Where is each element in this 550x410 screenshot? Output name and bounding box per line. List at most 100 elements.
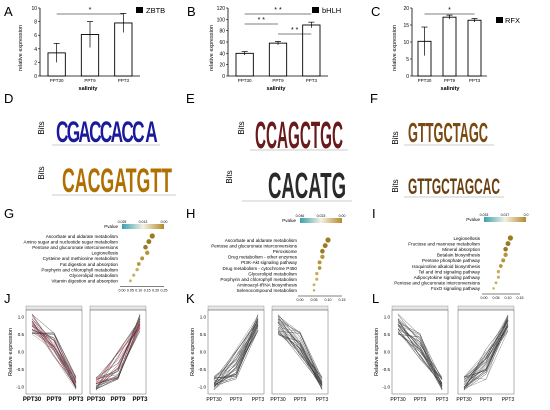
- motif-logo-f-top: GTTGCTAGC: [408, 117, 488, 148]
- y-tick-label-l: 0.5: [384, 332, 391, 337]
- y-tick-label-b: 80: [219, 29, 225, 35]
- y-tick-label-l: 0.0: [384, 350, 391, 355]
- legend-gradient-i: [484, 217, 526, 222]
- y-tick-label-b: 60: [219, 40, 225, 46]
- y-tick-label-j: 1.0: [18, 315, 25, 320]
- trend-line-k: [213, 322, 259, 390]
- panel-d: D Bits CGACCACC A Bits CACGATGTT: [4, 91, 176, 200]
- legend-swatch-b: [312, 7, 319, 13]
- x-tick-label-g: 0.05: [127, 288, 134, 292]
- enrichment-dot-h: [317, 266, 322, 270]
- trend-line-k: [277, 322, 323, 383]
- significance-mark-b: * *: [258, 17, 266, 24]
- trend-line-l: [397, 319, 443, 390]
- panel-letter-j: J: [4, 291, 11, 306]
- term-label-g: Cysteine and methionine metabolism: [43, 256, 118, 261]
- legend-title-g: Pvalue: [104, 224, 118, 229]
- legend-gradient-h: [300, 218, 342, 223]
- enrichment-dot-h: [320, 254, 325, 259]
- trend-line-l: [397, 332, 443, 389]
- ylabel-l: Relative expression: [374, 328, 380, 376]
- bar-c: [442, 16, 457, 77]
- term-label-i: Pentose phosphate pathway: [422, 258, 481, 263]
- trend-line-l: [397, 319, 443, 390]
- trend-line-k: [213, 314, 259, 385]
- x-tick-label-h: 0.05: [311, 298, 318, 302]
- trend-plot-j: J Relative expression 1.0 0.5 0.0 -0.5 -1.0 PP…: [4, 291, 148, 403]
- trend-line-k: [277, 318, 323, 385]
- x-tick-label-c: PPT30: [418, 78, 432, 83]
- term-label-h: Aminoacyl-tRNA biosynthesis: [237, 283, 298, 288]
- trend-line-k: [213, 316, 259, 389]
- bar-chart-b: 0 20 40 60 80 100 120 PPT30 PPT9 PPT3 * * * * * *: [217, 6, 328, 83]
- x-tick-label-j: PPT3: [132, 397, 148, 403]
- legend-tick-g: 0.00: [161, 220, 168, 224]
- y-tick-label-b: 20: [219, 63, 225, 69]
- term-label-g: Pentose and glucuronate interconversions: [32, 245, 119, 250]
- legend-label-c: RFX: [505, 16, 520, 25]
- ylabel-k: Relative expression: [190, 328, 196, 376]
- x-tick-label-b: PPT30: [238, 78, 252, 83]
- term-label-h: Drug metabolism - other enzymes: [228, 255, 298, 260]
- y-tick-label-l: -1.0: [382, 384, 390, 389]
- x-tick-label-a: PPT9: [84, 78, 96, 83]
- term-label-g: Porphyrin and chlorophyll metabolism: [41, 267, 118, 272]
- legend-tick-i: 0.017: [501, 213, 510, 217]
- x-tick-label-g: 0.15: [144, 288, 151, 292]
- facet-strip-l: [391, 305, 449, 311]
- enrichment-dot-i: [507, 235, 513, 241]
- xlabel-a: salinity: [79, 86, 99, 92]
- term-label-i: Legionellosis: [453, 236, 480, 241]
- x-tick-label-a: PPT3: [118, 78, 130, 83]
- y-tick-label-a: 10: [31, 6, 37, 12]
- trend-line-j: [95, 318, 141, 389]
- trend-line-j: [31, 332, 77, 377]
- y-tick-label-j: 0.0: [18, 350, 25, 355]
- y-tick-label-b: 40: [219, 51, 225, 57]
- trend-line-j: [31, 325, 77, 390]
- panel-e: E Bits CCAGCTGC Bits CACATG: [186, 91, 352, 206]
- panel-a: A ZBTB relative expression salinity 0 2 4 6…: [4, 4, 165, 92]
- panel-letter-h: H: [186, 206, 195, 221]
- trend-line-l: [463, 326, 509, 377]
- bar-chart-a: 0 2 4 6 8 10 PPT30 PPT9 PPT3 *: [31, 6, 140, 83]
- xlabel-c: salinity: [441, 86, 461, 92]
- term-label-h: Glycerolipid metabolism: [248, 271, 297, 276]
- enrichment-dot-i: [498, 264, 503, 268]
- legend-swatch-a: [136, 7, 143, 13]
- y-tick-label-j: 0.5: [18, 332, 25, 337]
- ylabel-j: Relative expression: [8, 328, 14, 376]
- trend-line-k: [277, 334, 323, 385]
- enrichment-dot-h: [322, 243, 328, 249]
- ylabel-c: relative expression: [392, 25, 398, 71]
- y-tick-label-k: 0.5: [200, 332, 207, 337]
- panel-letter-g: G: [4, 206, 14, 221]
- enrichment-dot-i: [503, 246, 508, 252]
- bits-label-f-bottom: Bits: [391, 179, 400, 192]
- facet-frame-k: [207, 309, 265, 395]
- trend-line-j: [31, 314, 77, 379]
- legend-tick-i: 0.0: [524, 213, 529, 217]
- x-tick-label-g: 0.25: [161, 288, 168, 292]
- x-tick-label-g: 0.20: [152, 288, 159, 292]
- panel-letter-f: F: [370, 91, 378, 106]
- term-label-h: Ascorbate and aldarate metabolism: [225, 238, 297, 243]
- bits-label-f-top: Bits: [391, 131, 400, 144]
- x-tick-label-l: PPT3: [436, 397, 449, 403]
- significance-mark-b: * *: [274, 7, 282, 14]
- term-label-i: Mineral absorption: [442, 247, 480, 252]
- y-tick-label-c: 15: [403, 23, 409, 29]
- x-tick-label-k: PPT3: [252, 397, 265, 403]
- legend-gradient-g: [122, 224, 164, 229]
- legend-tick-h: 0.00: [339, 214, 346, 218]
- x-tick-label-a: PPT30: [50, 78, 64, 83]
- trend-line-j: [95, 327, 141, 390]
- legend-tick-g: 0.013: [139, 220, 148, 224]
- enrichment-dot-h: [312, 283, 316, 287]
- legend-tick-g: 0.025: [118, 220, 127, 224]
- term-label-g: Glycerolipid metabolism: [69, 273, 118, 278]
- x-tick-label-l: PPT9: [480, 397, 493, 403]
- enrichment-dot-g: [132, 273, 136, 277]
- bits-label-e-bottom: Bits: [225, 170, 234, 183]
